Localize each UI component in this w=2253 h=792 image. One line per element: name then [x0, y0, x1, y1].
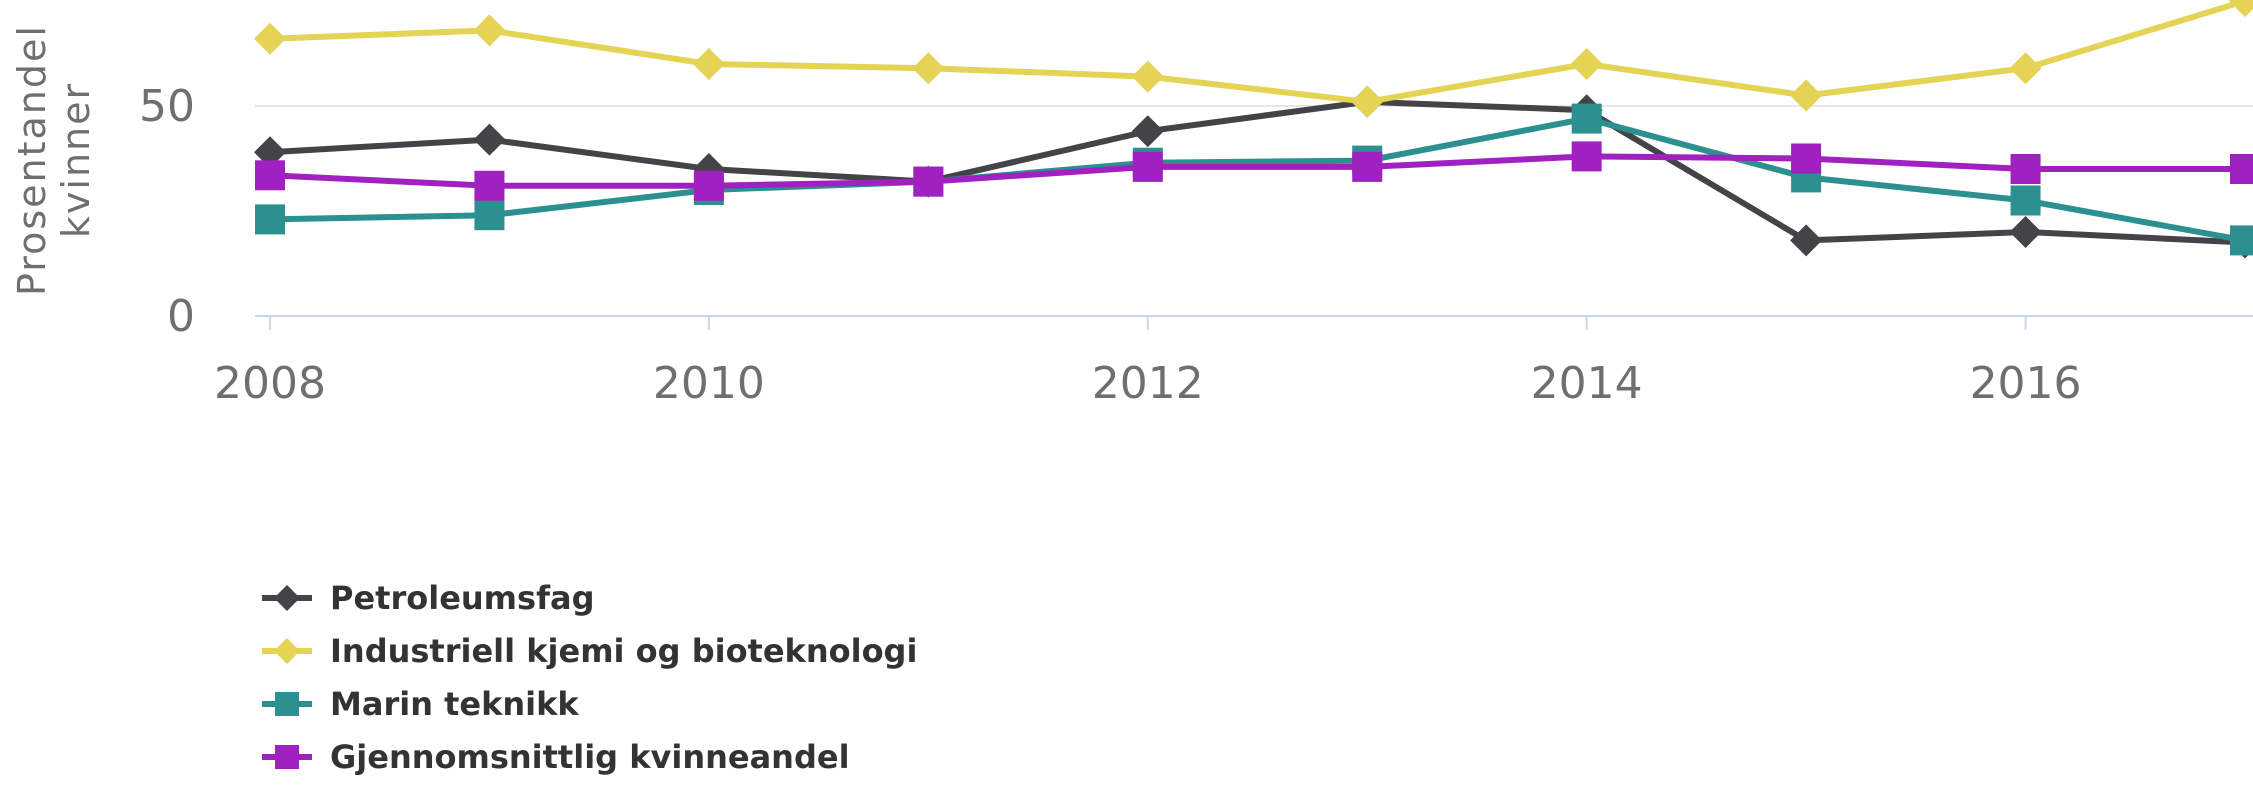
legend-label: Petroleumsfag: [330, 579, 594, 617]
series-1: [254, 85, 2253, 259]
x-tick-label: 2008: [214, 358, 326, 409]
data-point: [255, 204, 285, 235]
data-point: [473, 123, 506, 156]
data-point: [1790, 79, 1823, 112]
legend-item: Marin teknikk: [262, 685, 579, 723]
data-point: [2229, 0, 2253, 17]
data-point: [473, 14, 506, 47]
x-tick-label: 2010: [653, 358, 765, 409]
legend-label: Industriell kjemi og bioteknologi: [330, 632, 917, 670]
y-axis-title-line: Prosentandel: [10, 24, 54, 296]
data-point: [1131, 115, 1164, 148]
legend-marker: [274, 585, 300, 611]
y-axis-title-text: Prosentandelkvinner: [10, 24, 98, 296]
legend-marker: [274, 638, 300, 664]
data-point: [2009, 52, 2042, 85]
data-point: [2010, 154, 2041, 184]
y-axis-title: Prosentandelkvinner: [10, 24, 98, 296]
data-point: [2010, 185, 2041, 216]
data-point: [1791, 143, 1822, 174]
legend: Petroleumsfag Industriell kjemi og biotek…: [262, 579, 917, 776]
y-tick-label: 50: [139, 81, 195, 132]
legend-label: Marin teknikk: [330, 685, 579, 723]
series-line: [267, 98, 2248, 246]
x-tick-label: 2014: [1531, 358, 1643, 409]
x-tick-label: 2012: [1092, 358, 1204, 409]
axes: 0 50 2008 2010 2012 2014 2016: [139, 81, 2253, 409]
data-point: [692, 48, 725, 80]
series-line: [267, 153, 2248, 189]
series-2: [254, 0, 2253, 118]
data-point: [1571, 103, 1602, 134]
data-point: [474, 200, 505, 231]
legend-item: Industriell kjemi og bioteknologi: [262, 632, 917, 670]
data-point: [913, 166, 944, 197]
series-layer: [254, 0, 2253, 259]
data-point: [2230, 154, 2253, 184]
data-point: [1132, 151, 1163, 182]
series-line: [267, 115, 2248, 244]
series-line: [267, 0, 2248, 105]
legend-marker: [275, 745, 299, 769]
data-point: [254, 22, 286, 55]
y-tick-label: 0: [167, 291, 195, 342]
data-point: [1570, 48, 1603, 80]
series-4: [255, 141, 2253, 201]
data-point: [254, 136, 286, 169]
data-point: [1790, 224, 1823, 257]
data-point: [1131, 60, 1164, 93]
legend-item: Petroleumsfag: [262, 579, 594, 617]
data-point: [693, 170, 724, 201]
data-point: [2230, 225, 2253, 256]
data-point: [1571, 141, 1602, 172]
legend-marker: [275, 692, 299, 716]
data-point: [255, 160, 285, 191]
data-point: [2009, 216, 2042, 248]
y-axis-title-line: kvinner: [54, 82, 98, 238]
legend-item: Gjennomsnittlig kvinneandel: [262, 738, 850, 776]
legend-label: Gjennomsnittlig kvinneandel: [330, 738, 850, 776]
data-point: [1351, 85, 1384, 118]
data-point: [912, 52, 945, 85]
x-tick-label: 2016: [1970, 358, 2082, 409]
data-point: [474, 170, 505, 201]
data-point: [1352, 151, 1383, 182]
